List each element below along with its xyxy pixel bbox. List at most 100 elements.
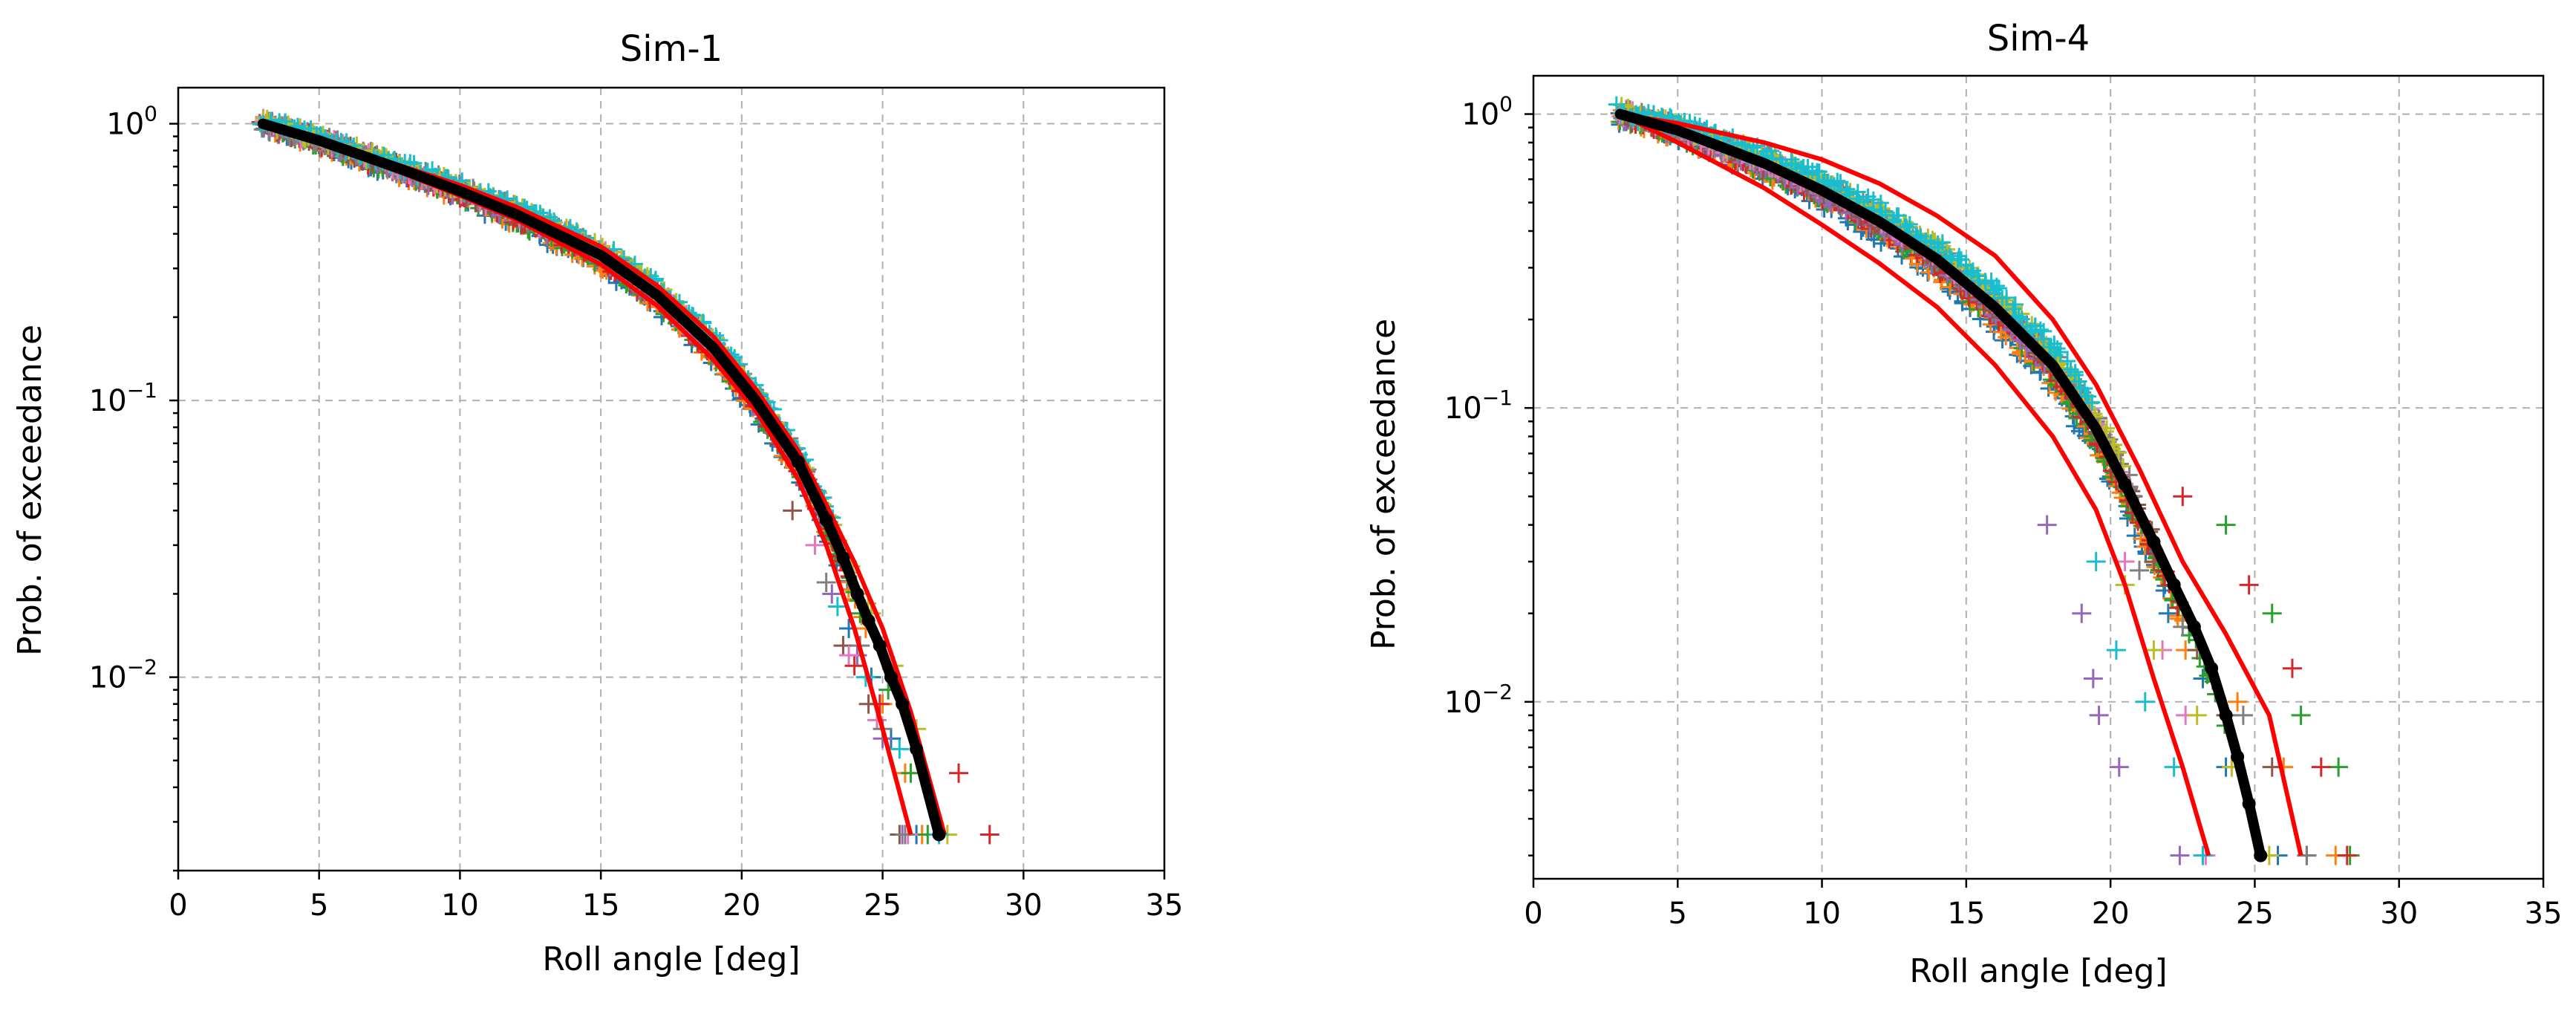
mean-point — [896, 697, 910, 711]
data-point — [2239, 575, 2259, 595]
envelope-upper-line — [1620, 111, 2303, 856]
data-point — [1901, 216, 1918, 233]
y-axis-label: Prob. of exceedance — [11, 325, 49, 656]
axes-frame — [177, 86, 1166, 872]
data-point — [2049, 340, 2066, 357]
data-point — [2032, 321, 2049, 338]
data-point — [805, 535, 825, 555]
x-tick-label: 25 — [2236, 897, 2274, 931]
plot-area — [1608, 96, 2360, 865]
x-tick-label: 5 — [1669, 897, 1687, 931]
data-point — [2228, 692, 2248, 712]
x-tick-label: 20 — [723, 888, 760, 923]
mean-point — [861, 614, 875, 628]
data-point — [2144, 640, 2164, 660]
data-point — [2233, 705, 2253, 725]
data-point — [2173, 487, 2193, 507]
mean-point — [2187, 620, 2201, 634]
data-point — [2193, 845, 2213, 865]
data-point — [979, 825, 1000, 845]
mean-point — [873, 639, 887, 653]
data-point — [901, 763, 921, 783]
data-point — [1829, 172, 1846, 189]
data-point — [2130, 560, 2149, 580]
data-point — [2086, 552, 2106, 572]
data-point — [2158, 603, 2178, 623]
mean-line-dotted — [796, 460, 941, 836]
mean-point — [819, 513, 833, 527]
x-tick-label: 25 — [864, 888, 901, 923]
data-point — [1934, 234, 1951, 251]
chart-panel-sim-4: Sim-4 Roll angle [deg] Prob. of exceedan… — [1365, 18, 2562, 990]
mean-point — [884, 670, 898, 684]
mean-point — [850, 587, 864, 601]
x-tick-label: 5 — [310, 888, 328, 923]
y-tick-label: 100 — [106, 102, 157, 142]
data-point — [1991, 280, 2008, 297]
x-tick-label: 35 — [2525, 897, 2563, 931]
data-point — [2083, 669, 2103, 689]
data-point — [2262, 757, 2282, 777]
data-point — [1608, 96, 1625, 113]
data-point — [1865, 191, 1882, 208]
data-point — [1890, 207, 1907, 224]
data-point — [2262, 603, 2282, 623]
x-tick-label: 10 — [1803, 897, 1841, 931]
axes-frame — [1532, 74, 2545, 880]
x-axis-label: Roll angle [deg] — [542, 940, 800, 978]
data-point — [827, 596, 847, 617]
y-axis-label: Prob. of exceedance — [1365, 319, 1403, 650]
data-point — [2329, 757, 2349, 777]
grid — [1533, 76, 2543, 879]
data-point — [2106, 640, 2126, 660]
y-tick-label: 10−2 — [1444, 680, 1513, 720]
data-point — [816, 573, 836, 593]
mean-point — [2147, 535, 2161, 549]
data-point — [1988, 277, 2005, 294]
data-point — [2037, 515, 2057, 535]
x-tick-label: 30 — [1005, 888, 1043, 923]
x-tick-label: 0 — [169, 888, 187, 923]
data-point — [2035, 322, 2052, 339]
data-point — [2076, 380, 2093, 397]
y-tick-label: 10−2 — [89, 655, 157, 695]
mean-point — [2242, 797, 2256, 811]
data-point — [783, 501, 803, 521]
x-tick-label: 35 — [1146, 888, 1184, 923]
mean-point — [836, 550, 850, 565]
data-point — [2052, 343, 2069, 360]
x-tick-label: 0 — [1524, 897, 1542, 931]
mean-point — [932, 828, 946, 842]
mean-point — [791, 455, 805, 469]
data-point — [822, 584, 842, 604]
envelope-lower-line — [1619, 111, 2211, 856]
x-tick-label: 15 — [1947, 897, 1985, 931]
mean-point — [910, 742, 924, 756]
data-point — [1951, 247, 1968, 264]
data-point — [1898, 218, 1915, 235]
data-point — [895, 825, 915, 845]
data-point — [2084, 394, 2101, 411]
x-tick-label: 15 — [582, 888, 620, 923]
x-tick-label: 30 — [2380, 897, 2418, 931]
data-point — [2089, 705, 2109, 725]
mean-point — [2118, 477, 2132, 491]
data-point — [2072, 603, 2092, 623]
data-point — [2109, 757, 2129, 777]
data-point — [2311, 757, 2331, 777]
data-point — [1872, 195, 1889, 212]
chart-title: Sim-4 — [1987, 18, 2090, 59]
plot-area — [251, 108, 1000, 845]
data-point — [839, 646, 859, 666]
mean-point — [2167, 578, 2181, 592]
mean-point — [2205, 661, 2219, 675]
data-point — [1849, 183, 1866, 201]
x-tick-label: 20 — [2092, 897, 2130, 931]
grid — [178, 88, 1164, 871]
mean-point — [2254, 848, 2268, 862]
y-tick-label: 10−1 — [1444, 386, 1513, 426]
data-point — [2010, 308, 2027, 325]
data-point — [1877, 204, 1894, 221]
